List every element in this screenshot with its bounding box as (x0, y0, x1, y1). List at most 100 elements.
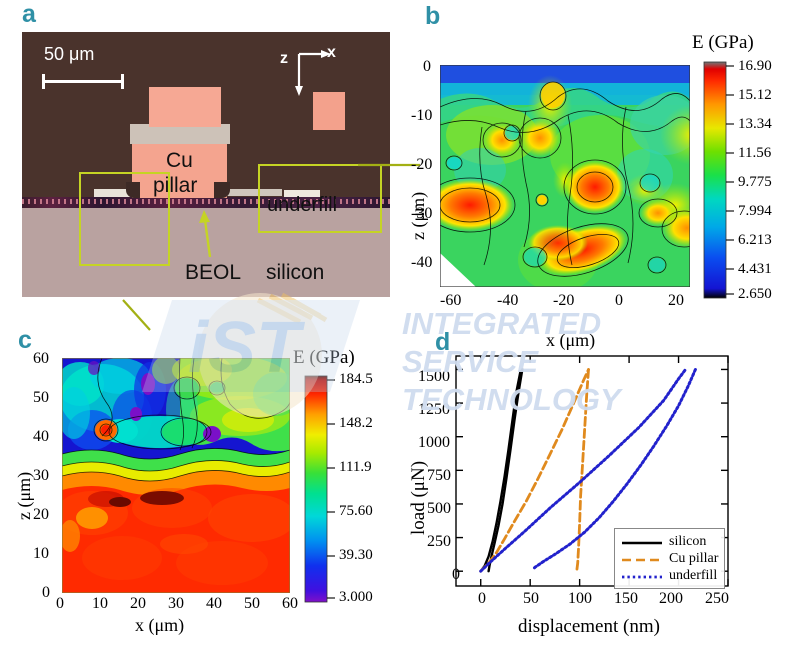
cu-pillar-imc (130, 124, 230, 144)
legend-key-silicon (621, 537, 663, 547)
cu-pillar-top (149, 87, 221, 127)
axis-label-x: x (327, 44, 336, 61)
legend-key-underfill (621, 571, 663, 581)
roi-box-underfill (258, 164, 382, 233)
panel-b-colorbar (703, 61, 734, 299)
panel-d-xtick-2: 100 (568, 590, 592, 607)
panel-d-xtick-4: 200 (659, 590, 683, 607)
panel-c-ytick-1: 10 (33, 545, 49, 562)
panel-c-ytick-2: 20 (33, 506, 49, 523)
panel-d-xlabel: displacement (nm) (518, 616, 660, 637)
panel-b-cbtick-4: 9.775 (738, 174, 772, 190)
panel-c-cbtick-2: 111.9 (339, 459, 372, 475)
pillar-undercut-right (214, 182, 230, 198)
panel-c-heatmap (62, 358, 290, 593)
panel-c-cbtick-1: 148.2 (339, 415, 373, 431)
panel-c-xtick-6: 60 (282, 595, 298, 612)
panel-d-ytick-4: 1000 (418, 434, 450, 451)
panel-d-xtick-5: 250 (705, 590, 729, 607)
panel-b-label: b (425, 2, 441, 30)
scalebar-cap-right (121, 74, 124, 89)
metal-strip-left (94, 189, 146, 197)
panel-c-label: c (18, 326, 32, 354)
panel-c-xtick-4: 40 (206, 595, 222, 612)
panel-b-cbtick-2: 13.34 (738, 116, 772, 132)
panel-b-cbtick-8: 2.650 (738, 286, 772, 302)
pillar-undercut-left (126, 182, 140, 198)
legend-label-underfill: underfill (669, 567, 718, 583)
panel-c-ytick-6: 60 (33, 350, 49, 367)
panel-b-xtick-2: -20 (553, 292, 575, 309)
secondary-pillar (313, 92, 345, 130)
scalebar-line (42, 80, 124, 83)
panel-b-xlabel: x (μm) (546, 330, 596, 350)
panel-c-ytick-4: 40 (33, 428, 49, 445)
panel-d-ytick-3: 750 (427, 467, 451, 484)
panel-b-ytick-4: -40 (411, 254, 433, 271)
cu-pillar-label-line1: Cu (166, 149, 193, 172)
legend-label-cu-pillar: Cu pillar (669, 550, 719, 566)
panel-b-xtick-1: -40 (497, 292, 519, 309)
panel-c: c z (μm) x (μm) 0 10 20 30 40 50 60 0 10… (0, 320, 400, 647)
panel-c-cbtick-5: 3.000 (339, 589, 373, 605)
panel-d-ytick-2: 500 (427, 500, 451, 517)
panel-d: d load (μN) displacement (nm) 0 250 500 … (400, 320, 800, 647)
panel-c-colorbar-title: E (GPa) (293, 347, 355, 368)
panel-d-xtick-1: 50 (523, 590, 539, 607)
silicon-label: silicon (266, 261, 325, 284)
panel-b-cbtick-0: 16.90 (738, 58, 772, 74)
axis-label-z: z (280, 50, 288, 67)
panel-b-ytick-2: -20 (411, 156, 433, 173)
scalebar-cap-left (42, 74, 45, 89)
panel-b-ytick-0: 0 (423, 58, 431, 75)
panel-b-xtick-0: -60 (440, 292, 462, 309)
panel-b-heatmap (440, 65, 690, 287)
panel-b-cbtick-7: 4.431 (738, 261, 772, 277)
coordinate-axes-arrows (295, 50, 331, 96)
panel-c-ylabel: z (μm) (14, 471, 34, 520)
cu-pillar-body (132, 140, 227, 198)
metal-strip-right (227, 189, 282, 196)
panel-c-xtick-0: 0 (56, 595, 64, 612)
panel-c-cbtick-4: 39.30 (339, 547, 373, 563)
panel-b-cbtick-1: 15.12 (738, 87, 772, 103)
panel-b-ytick-1: -10 (411, 107, 433, 124)
roi-connector-arrows (122, 163, 420, 331)
panel-c-ytick-3: 30 (33, 467, 49, 484)
panel-b-cbtick-6: 6.213 (738, 232, 772, 248)
panel-c-cbtick-3: 75.60 (339, 503, 373, 519)
panel-d-label: d (435, 328, 451, 356)
panel-d-ytick-5: 1250 (418, 401, 450, 418)
panel-c-xlabel: x (μm) (135, 615, 185, 635)
roi-box-beol (79, 172, 170, 266)
panel-d-legend: silicon Cu pillar underfill (614, 528, 726, 589)
legend-item-silicon: silicon (621, 533, 718, 550)
panel-b-ytick-3: -30 (411, 205, 433, 222)
panel-d-ytick-1: 250 (427, 533, 451, 550)
panel-a: a 50 μm z x Cu pillar un (0, 0, 420, 331)
panel-d-ytick-6: 1500 (418, 368, 450, 385)
panel-b-cbtick-5: 7.994 (738, 203, 772, 219)
panel-c-xtick-2: 20 (130, 595, 146, 612)
panel-b-xtick-4: 20 (668, 292, 684, 309)
legend-item-cu-pillar: Cu pillar (621, 550, 718, 567)
panel-b-cbtick-3: 11.56 (738, 145, 772, 161)
panel-c-xtick-1: 10 (92, 595, 108, 612)
beol-pointer-arrow (199, 210, 212, 258)
panel-b-xtick-3: 0 (615, 292, 623, 309)
panel-c-cbtick-0: 184.5 (339, 371, 373, 387)
panel-b-colorbar-title: E (GPa) (692, 32, 754, 53)
legend-label-silicon: silicon (669, 533, 707, 549)
legend-item-underfill: underfill (621, 567, 718, 584)
beol-label: BEOL (185, 261, 242, 284)
cross-section-micrograph: 50 μm z x Cu pillar underfill BEOL silic… (22, 32, 390, 297)
panel-d-xtick-3: 150 (614, 590, 638, 607)
scalebar-label: 50 μm (44, 44, 95, 64)
panel-a-label: a (22, 0, 36, 28)
panel-b: b z (μm) x (μm) 0 -10 -20 -30 -40 -60 -4… (400, 0, 800, 351)
panel-d-xtick-0: 0 (478, 590, 486, 607)
panel-c-colorbar (304, 375, 335, 603)
panel-c-xtick-5: 50 (244, 595, 260, 612)
legend-key-cu-pillar (621, 554, 663, 564)
panel-c-xtick-3: 30 (168, 595, 184, 612)
